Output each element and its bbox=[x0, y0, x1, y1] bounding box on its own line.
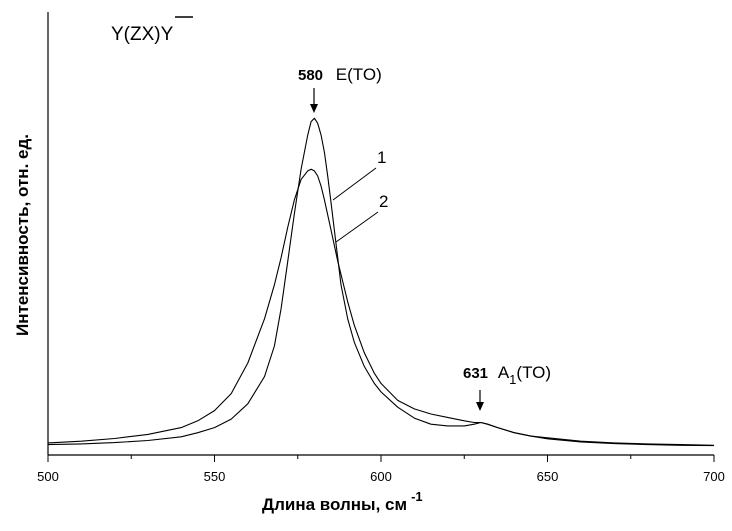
series-line-1 bbox=[47, 117, 715, 447]
y-axis-title: Интенсивность, отн. ед. bbox=[13, 134, 32, 336]
x-tick-label: 650 bbox=[537, 469, 559, 484]
curve-label-1-leader bbox=[332, 167, 377, 201]
series-line-2 bbox=[47, 168, 715, 446]
curve-label-2-leader bbox=[335, 211, 379, 243]
x-ticks: 500 550 600 650 700 bbox=[37, 455, 725, 484]
chart-title: Y(ZX)Y bbox=[111, 24, 174, 45]
peak-631-label: 631 A1(TO) bbox=[463, 363, 551, 387]
peak-631-subscript: 1 bbox=[509, 372, 516, 387]
peak-631-value: 631 bbox=[463, 365, 488, 382]
x-tick-label: 500 bbox=[37, 469, 59, 484]
curve-label-1: 1 bbox=[377, 148, 386, 167]
peak-580-label: 580 E(TO) bbox=[298, 65, 382, 84]
x-axis-title-text: Длина волны, см bbox=[262, 495, 407, 514]
x-axis-title-sup: -1 bbox=[411, 489, 423, 504]
peak-580-arrow-head bbox=[310, 104, 318, 113]
peak-580-value: 580 bbox=[298, 67, 323, 84]
x-tick-label: 700 bbox=[703, 469, 725, 484]
x-tick-label: 550 bbox=[204, 469, 226, 484]
x-axis-title: Длина волны, см -1 bbox=[262, 489, 423, 514]
x-tick-label: 600 bbox=[370, 469, 392, 484]
peak-631-mode: A bbox=[498, 363, 510, 382]
series-layer bbox=[47, 117, 715, 447]
curve-label-2: 2 bbox=[379, 192, 388, 211]
peak-580-mode: E(TO) bbox=[336, 65, 382, 84]
peak-631-arrow-head bbox=[476, 402, 484, 411]
peak-631-suffix: (TO) bbox=[516, 363, 551, 382]
